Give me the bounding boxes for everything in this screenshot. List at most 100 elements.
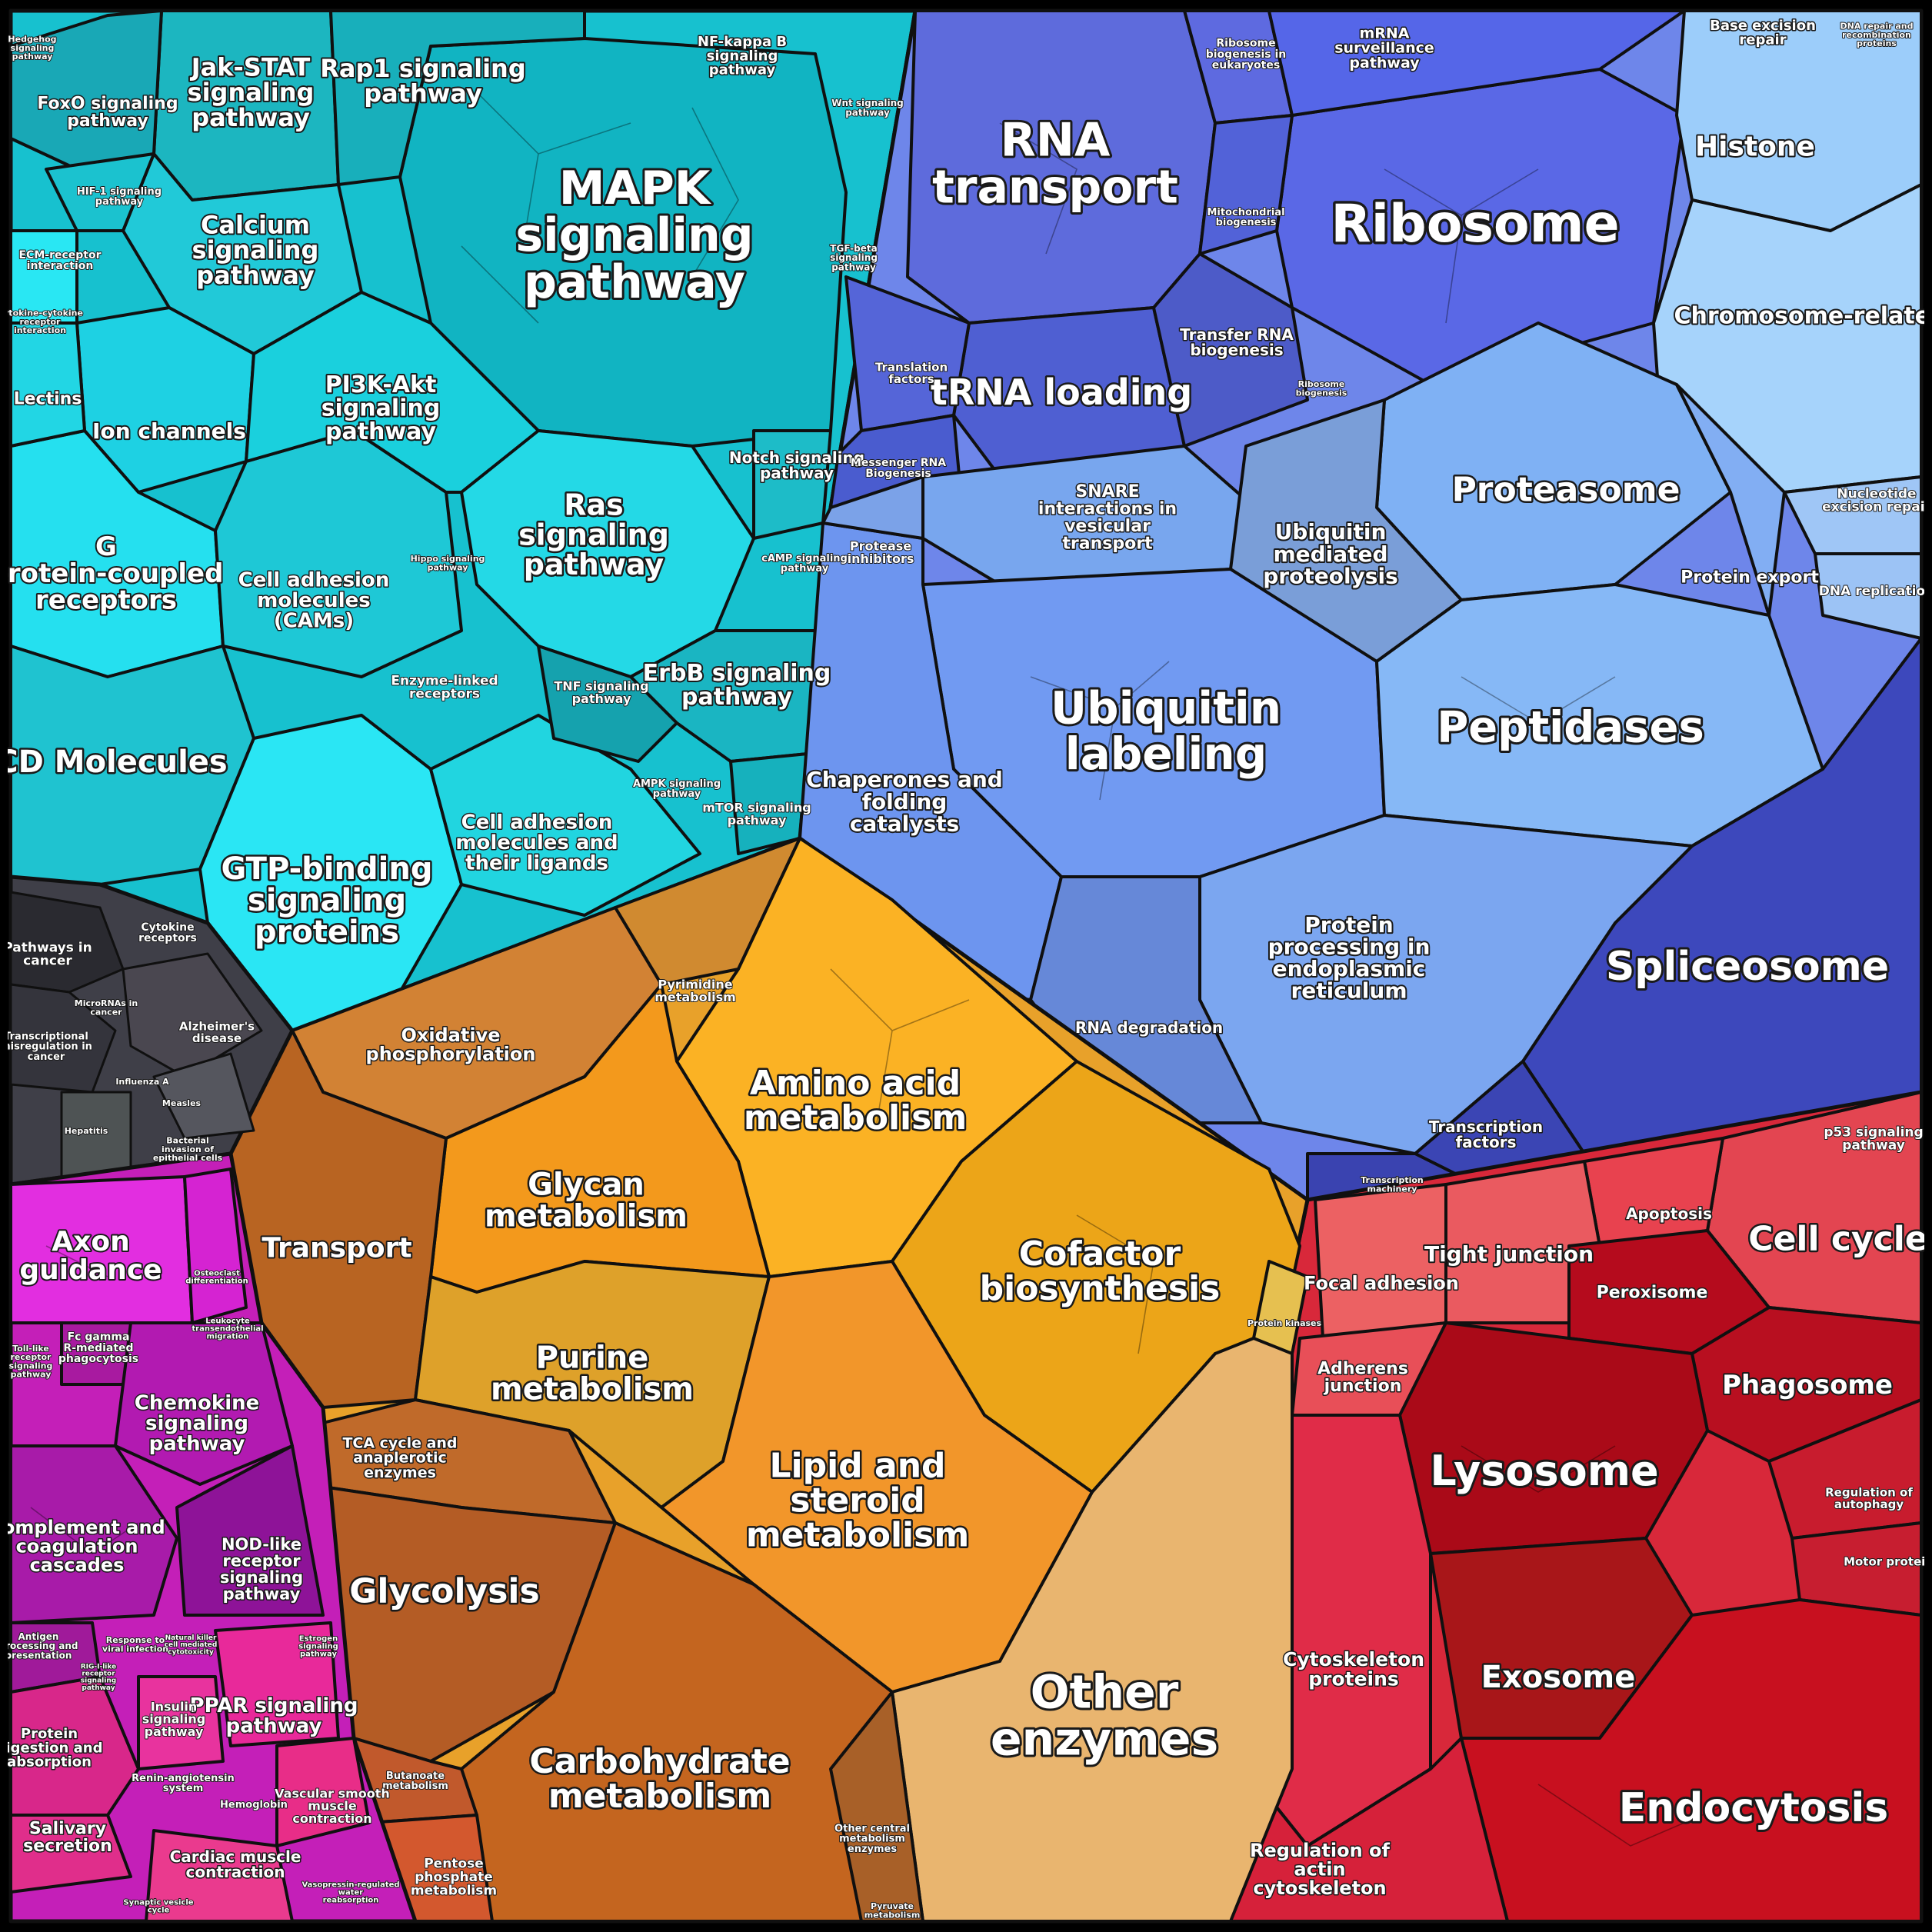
label-hedgehog: Hedgehog signaling pathway — [8, 35, 56, 62]
labels: MAPK signaling pathway Jak-STAT signaling pa… — [0, 17, 1932, 1921]
label-ribosome: Ribosome — [1331, 194, 1619, 255]
label-histone: Histone — [1695, 132, 1815, 163]
label-micrornas: MicroRNAs in cancer — [75, 998, 138, 1017]
label-transfer-rna: Transfer RNA biogenesis — [1180, 325, 1294, 359]
label-pi3k: PI3K-Akt signaling pathway — [321, 371, 441, 445]
label-lectins: Lectins — [14, 390, 82, 409]
label-transcriptional-misreg: Transcriptional misregulation in cancer — [0, 1031, 92, 1063]
label-messenger-rna: Messenger RNA Biogenesis — [851, 457, 946, 480]
cell-nodlike — [175, 1444, 325, 1617]
region-cellular-processes — [1228, 1090, 1924, 1924]
label-other-enzymes: Other enzymes — [991, 1665, 1218, 1766]
label-exosome: Exosome — [1481, 1660, 1636, 1695]
label-insulin: Insulin signaling pathway — [142, 1699, 205, 1739]
cell-lectins — [9, 321, 86, 448]
label-purine: Purine metabolism — [491, 1341, 694, 1407]
label-other-central: Other central metabolism enzymes — [834, 1823, 910, 1855]
cell-transfer-rna — [1152, 252, 1309, 448]
label-trna-loading: tRNA loading — [931, 371, 1192, 413]
region-human-diseases — [8, 874, 295, 1187]
label-lipid: Lipid and steroid metabolism — [746, 1447, 969, 1555]
label-tolllike: Toll-like receptor signaling pathway — [9, 1344, 53, 1380]
label-peroxisome: Peroxisome — [1597, 1284, 1708, 1303]
cell-mrna-surveillance — [1267, 9, 1686, 117]
label-base-excision: Base excision repair — [1710, 18, 1816, 48]
label-translation-factors: Translation factors — [875, 361, 948, 386]
label-mito-biogenesis: Mitochondrial biogenesis — [1207, 207, 1284, 228]
label-camp: cAMP signaling pathway — [761, 553, 848, 575]
label-amino-acid: Amino acid metabolism — [744, 1064, 967, 1138]
cell-other-central — [829, 1690, 924, 1923]
label-response-viral: Response to viral infection — [102, 1635, 168, 1654]
label-tight-junction: Tight junction — [1424, 1241, 1594, 1267]
label-ribo-biogenesis2: Ribosome biogenesis — [1296, 379, 1347, 398]
label-cytokine-receptors: Cytokine receptors — [138, 921, 197, 944]
cell-salivary — [9, 1814, 132, 1894]
label-nodlike: NOD-like receptor signaling pathway — [220, 1535, 303, 1603]
label-alzheimers: Alzheimer's disease — [179, 1020, 255, 1045]
label-chaperones: Chaperones and folding catalysts — [806, 767, 1003, 836]
label-influenza: Influenza A — [115, 1077, 169, 1087]
label-carbohydrate: Carbohydrate metabolism — [529, 1742, 790, 1816]
label-protein-digestion: Protein digestion and absorption — [0, 1726, 102, 1770]
label-gtp: GTP-binding signaling proteins — [222, 851, 433, 950]
cell-protein-export — [1675, 383, 1786, 617]
cell-protein-kinases — [1252, 1260, 1309, 1355]
label-endocytosis: Endocytosis — [1619, 1785, 1889, 1831]
label-tnf: TNF signaling pathway — [554, 678, 648, 705]
label-transcription-factors: Transcription factors — [1429, 1118, 1543, 1151]
label-cam: Cell adhesion molecules (CAMs) — [238, 569, 390, 633]
cell-protein-digestion — [9, 1675, 140, 1817]
label-salivary: Salivary secretion — [23, 1819, 112, 1855]
label-nucleotide-excision: Nucleotide excision repair — [1822, 486, 1931, 515]
label-chemokine: Chemokine signaling pathway — [135, 1392, 260, 1456]
label-measles: Measles — [162, 1098, 202, 1108]
label-pyruvate: Pyruvate metabolism — [864, 1901, 921, 1920]
cell-chemokine — [114, 1321, 294, 1486]
label-complement: Complement and coagulation cascades — [0, 1517, 165, 1576]
cell-osteoclast — [183, 1168, 248, 1324]
region-signaling — [8, 8, 918, 1033]
label-notch: Notch signaling pathway — [729, 448, 864, 482]
label-oxphos: Oxidative phosphorylation — [366, 1024, 536, 1064]
subcell-texture — [30, 92, 1739, 1847]
label-wnt: Wnt signaling pathway — [831, 98, 904, 118]
cell-pathways-cancer — [9, 891, 125, 994]
label-spliceosome: Spliceosome — [1606, 944, 1889, 990]
label-ion: Ion channels — [92, 418, 246, 444]
label-rna-transport: RNA transport — [932, 113, 1178, 214]
label-lysosome: Lysosome — [1430, 1447, 1658, 1495]
label-ras: Ras signaling pathway — [518, 488, 669, 582]
cell-cytokine-rec — [9, 229, 78, 325]
label-adherens: Adherens junction — [1317, 1359, 1408, 1395]
label-phagosome: Phagosome — [1722, 1370, 1893, 1401]
label-tgf: TGF-beta signaling pathway — [830, 243, 878, 272]
label-proteasome: Proteasome — [1452, 470, 1681, 509]
label-protein-export: Protein export — [1681, 568, 1819, 588]
label-ppar: PPAR signaling pathway — [190, 1694, 358, 1738]
label-rig: RIG-I-like receptor signaling pathway — [81, 1663, 117, 1692]
region-metabolism — [228, 836, 1310, 1924]
label-mrna-surveillance: mRNA surveillance pathway — [1334, 25, 1434, 72]
label-chromosome: Chromosome-related — [1674, 303, 1932, 330]
cell-notch — [752, 429, 832, 540]
label-butanoate: Butanoate metabolism — [382, 1770, 448, 1792]
label-dna-repair: DNA repair and recombination proteins — [1840, 22, 1913, 48]
cell-mito-biogenesis — [1198, 114, 1294, 255]
label-bacterial-invasion: Bacterial invasion of epithelial cells — [153, 1136, 223, 1163]
label-hippo: Hippo signaling pathway — [411, 554, 485, 572]
label-tca: TCA cycle and anaplerotic enzymes — [342, 1434, 457, 1481]
label-hemoglobin: Hemoglobin — [220, 1800, 288, 1811]
label-pathways-cancer: Pathways in cancer — [3, 940, 92, 968]
label-cd: CD Molecules — [0, 744, 228, 780]
label-nk: Natural killer cell mediated cytotoxicity — [165, 1634, 218, 1656]
label-axon: Axon guidance — [19, 1226, 162, 1286]
label-reg-actin: Regulation of actin cytoskeleton — [1250, 1840, 1391, 1899]
label-mtor: mTOR signaling pathway — [702, 800, 811, 827]
label-ubiquitin-labeling: Ubiquitin labeling — [1051, 682, 1281, 780]
label-snare: SNARE interactions in vesicular transport — [1038, 482, 1177, 553]
label-rna-degradation: RNA degradation — [1075, 1018, 1223, 1037]
cell-cardiac — [145, 1829, 294, 1923]
label-enzyme-linked: Enzyme-linked receptors — [391, 673, 498, 701]
